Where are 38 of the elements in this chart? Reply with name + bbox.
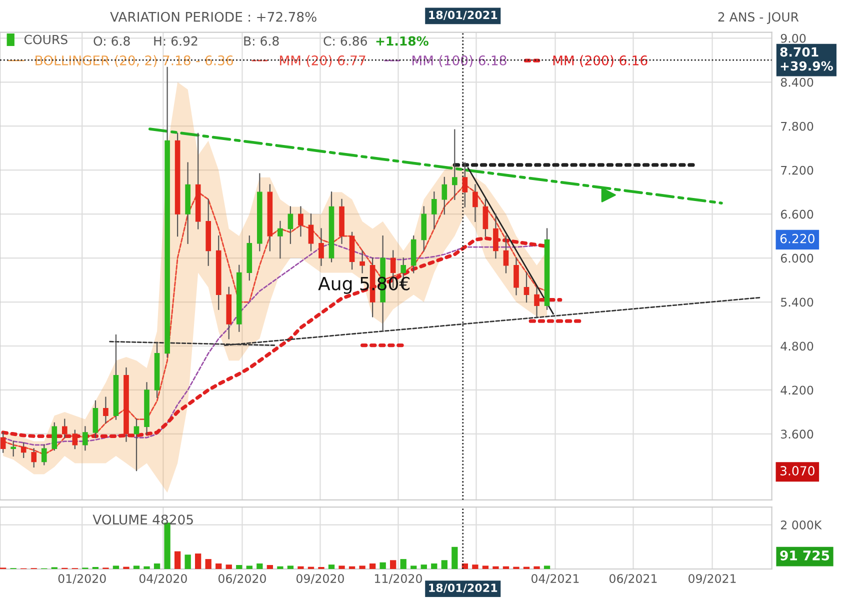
legend-label: BOLLINGER (20, 2) 7.18 - 6.36 (36, 55, 234, 67)
annotation: O: 6.8 (94, 36, 130, 46)
x-tick-label: 09/2021 (688, 574, 736, 584)
text: 6.220 (780, 234, 814, 244)
y-tick-label: 7.200 (781, 166, 814, 175)
x-tick-label: 04/2020 (139, 574, 187, 584)
legend-label: COURS (24, 34, 68, 44)
chart-title: VOLUME 48205 (92, 514, 193, 525)
chart-subtitle: VARIATION PERIODE : +72.78% (110, 12, 316, 22)
ref-line-label: 18/01/2021 (429, 10, 498, 20)
y-tick-label: 4.800 (780, 342, 814, 351)
y-tick-label: 2 000K (781, 520, 822, 530)
y-tick-label: 5.400 (781, 298, 814, 307)
y-tick-label: 6.000 (780, 254, 814, 263)
legend-label: MM (100) 6.18 (412, 55, 506, 67)
text: 3.070 (780, 466, 814, 476)
ref-line-label: 18/01/2021 (429, 584, 498, 593)
y-tick-label: 4.200 (780, 386, 814, 395)
y-tick-label: 9.00 (780, 34, 806, 43)
y-tick-label: 3.600 (781, 430, 814, 439)
annotation: H: 6.92 (154, 36, 198, 46)
annotation: +1.18% (376, 36, 428, 46)
x-tick-label: 11/2020 (374, 574, 422, 584)
x-tick-label: 06/2020 (218, 574, 266, 584)
text: 91 725 (780, 550, 830, 560)
y-tick-label: 7.800 (781, 122, 814, 131)
legend-label: MM (200) 6.16 (553, 55, 648, 67)
ref-line-label: 8.701 +39.9% (780, 47, 833, 71)
x-tick-label: 04/2021 (532, 574, 579, 584)
annotation: C: 6.86 (324, 36, 367, 46)
y-tick-label: 6.600 (780, 210, 814, 219)
annotation: B: 6.8 (244, 36, 279, 46)
text: 2 ANS - JOUR (718, 12, 799, 24)
x-tick-label: 06/2021 (610, 574, 657, 584)
legend-label: MM (20) 6.77 (280, 55, 366, 67)
y-tick-label: 8.400 (780, 78, 814, 87)
x-tick-label: 01/2020 (58, 574, 106, 584)
x-tick-label: 09/2020 (296, 574, 344, 584)
